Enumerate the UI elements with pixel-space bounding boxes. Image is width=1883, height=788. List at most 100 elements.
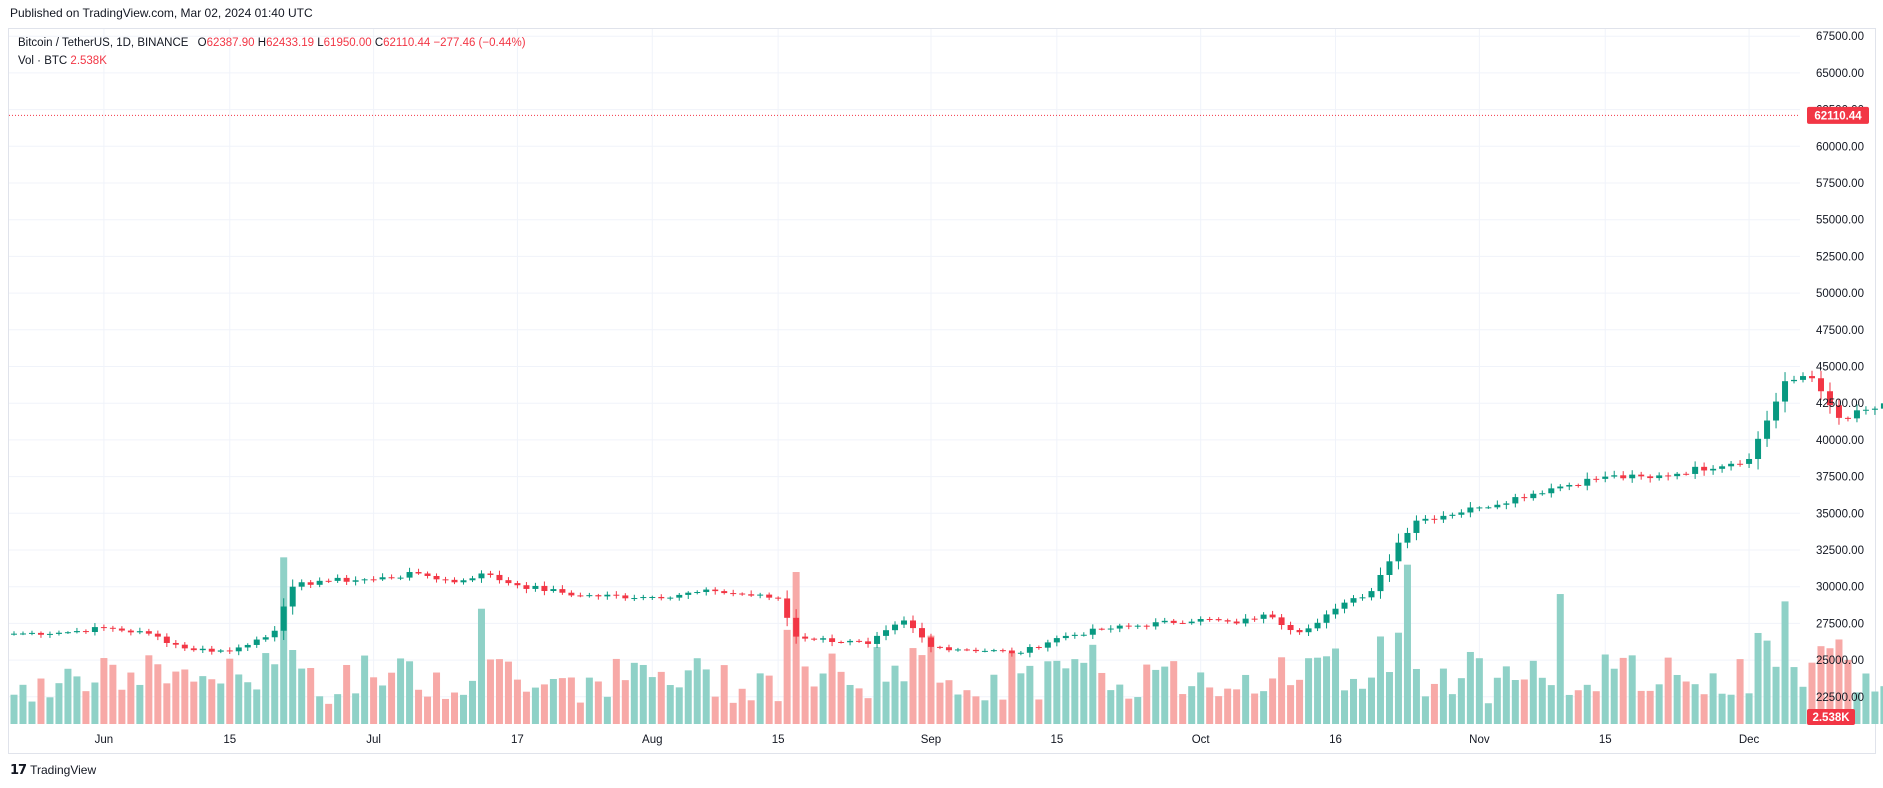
candle-body [1080,634,1087,636]
volume-bar [1170,661,1178,724]
candle-body [109,627,116,629]
y-tick-label: 25000.00 [1816,655,1864,667]
tradingview-logo-text[interactable]: TradingView [30,763,97,777]
volume-bar [603,696,611,724]
volume-bar [1376,636,1384,724]
volume-bar [1296,679,1304,724]
volume-bar [774,701,782,724]
volume-bar [1745,693,1753,724]
candle-body [1242,618,1249,624]
candle-body [1521,497,1528,499]
volume-bar [945,680,953,724]
volume-bar [1206,687,1214,724]
candle-body [1332,608,1339,615]
volume-bar [1853,692,1861,724]
last-price-value: 62110.44 [1814,110,1862,122]
volume-bar [262,653,270,724]
candle-body [595,595,602,597]
symbol-label[interactable]: Bitcoin / TetherUS, 1D, BINANCE [18,37,189,49]
volume-bar [549,678,557,724]
volume-bar [1637,690,1645,724]
candle-body [874,635,881,644]
candle-body [91,627,98,633]
volume-bar [1323,656,1331,724]
volume-bar [10,694,18,724]
price-axis[interactable]: 67500.0065000.0062500.0060000.0057500.00… [1816,31,1864,704]
volume-bar [576,702,584,724]
volume-bar [972,696,980,724]
volume-bar [136,684,144,724]
volume-label[interactable]: Vol · BTC [18,55,68,67]
candle-body [604,594,611,597]
volume-bar [1017,673,1025,724]
x-tick-label: 15 [772,734,785,746]
tradingview-logo-icon[interactable]: 𝟭𝟳 [10,762,27,777]
volume-bar [406,661,414,724]
y-tick-label: 57500.00 [1816,178,1864,190]
volume-bar [1035,699,1043,724]
volume-bar [208,679,216,724]
volume-bar [810,686,818,724]
candle-body [1602,476,1609,479]
volume-bar [1601,654,1609,724]
volume-bar [1610,668,1618,724]
volume-bar [334,694,342,724]
candle-body [1530,493,1537,499]
volume-bar [873,647,881,724]
volume-bar [1152,669,1160,724]
volume-bar [1430,683,1438,724]
candle-body [694,592,701,594]
candle-body [1853,410,1860,419]
candle-body [505,580,512,584]
volume-bar [1314,657,1322,724]
candle-body [1215,619,1222,621]
candle-body [460,580,467,583]
high-label: H [257,37,267,49]
volume-bar [1592,691,1600,724]
candle-body [640,597,647,599]
candle-body [469,578,476,581]
volume-bar [1565,694,1573,724]
candle-body [775,597,782,599]
volume-bar [1197,672,1205,724]
candle-body [685,592,692,595]
x-tick-label: Aug [642,734,662,746]
candle-body [631,598,638,600]
candle-body [829,638,836,642]
candle-body [1871,408,1878,410]
candle-body [550,589,557,592]
candle-body [990,650,997,652]
candle-body [1197,618,1204,622]
volume-bar [343,664,351,724]
volume-bar [1367,677,1375,724]
y-tick-label: 55000.00 [1816,215,1864,227]
candle-body [1098,628,1105,630]
candle-body [559,589,566,593]
chart-frame[interactable] [8,28,1876,754]
volume-bar [819,673,827,724]
volume-bar [1071,659,1079,724]
candle-body [1008,650,1015,654]
volume-bar [855,688,863,724]
candle-body [1710,468,1717,471]
candle-body [1728,463,1735,467]
last-volume-value: 2.538K [1812,712,1850,724]
volume-bar [28,701,36,724]
volume-bar [451,692,459,724]
time-axis[interactable]: Jun15Jul17Aug15Sep15Oct16Nov15Dec1820241… [95,734,1883,746]
volume-bar [55,683,63,724]
y-tick-label: 32500.00 [1816,545,1864,557]
volume-bar [64,668,72,724]
candle-body [1638,474,1645,477]
candle-body [1233,621,1240,624]
volume-bar [316,696,324,724]
candle-body [1062,635,1069,639]
volume-bar [468,680,476,724]
candle-body [954,649,961,651]
candle-body [1224,620,1231,622]
volume-bar [639,664,647,724]
candle-body [478,573,485,579]
volume-bar [1700,694,1708,724]
volume-bar [1098,672,1106,724]
